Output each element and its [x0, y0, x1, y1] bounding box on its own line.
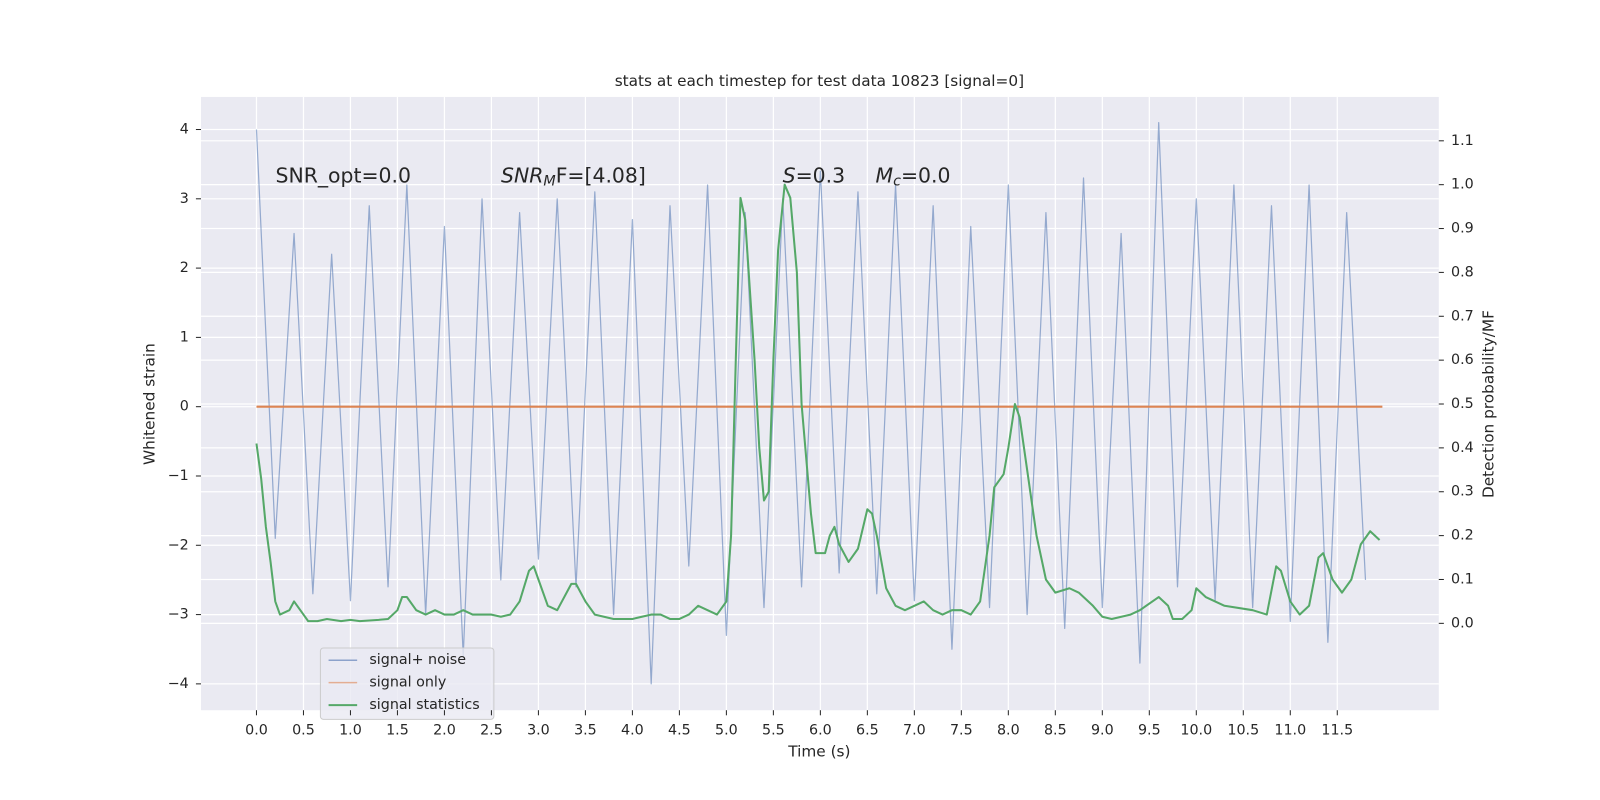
x-tick-label: 3.5	[574, 723, 597, 739]
x-tick-label: 0.5	[292, 723, 315, 739]
annotation-after: =0.0	[901, 164, 951, 188]
x-tick-label: 1.0	[339, 723, 362, 739]
y2-tick-label: 0.8	[1451, 264, 1474, 280]
annotation-after: F=[4.08]	[556, 164, 646, 188]
y-tick-label: 2	[180, 260, 189, 276]
legend-box	[319, 647, 495, 720]
y2-tick-label: 0.2	[1451, 528, 1474, 544]
y2-tick-label: 0.4	[1451, 440, 1474, 456]
y-tick-label: 1	[180, 329, 189, 345]
annotation-after: =0.3	[796, 164, 846, 188]
annotations: SNR_opt=0.0 SNRMF=[4.08] S=0.3 Mc=0.0	[276, 164, 951, 190]
x-tick-label: 2.0	[433, 723, 456, 739]
legend-label: signal statistics	[369, 697, 479, 713]
x-tick-label: 4.0	[621, 723, 644, 739]
marks	[255, 121, 1383, 685]
x-tick-label: 6.0	[809, 723, 832, 739]
x-tick-label: 3.0	[527, 723, 550, 739]
x-tick-label: 8.0	[997, 723, 1020, 739]
series-line	[255, 121, 1367, 685]
x-tick-label: 5.5	[762, 723, 785, 739]
x-tick-label: 5.0	[715, 723, 738, 739]
annotation-sub: c	[893, 174, 901, 190]
y-tick-label: −1	[168, 468, 189, 484]
annotation-sub: M	[543, 174, 555, 190]
legend-label: signal only	[369, 675, 446, 691]
annotation-text: M	[876, 164, 894, 188]
annotation: S=0.3	[783, 164, 845, 188]
annotation-text: SNR_opt=0.0	[276, 164, 412, 189]
y2-tick-label: 0.9	[1451, 221, 1474, 237]
x-axis-label: Time (s)	[787, 743, 850, 761]
x-tick-label: 0.0	[245, 723, 268, 739]
y2-tick-label: 0.5	[1451, 396, 1474, 412]
y2-tick-label: 0.0	[1451, 615, 1474, 631]
series-line	[255, 183, 1381, 623]
y2-tick-label: 0.6	[1451, 352, 1474, 368]
annotation-text: SNR	[501, 164, 543, 188]
x-tick-label: 8.5	[1044, 723, 1067, 739]
y-tick-label: −2	[168, 537, 189, 553]
x-tick-label: 11.0	[1274, 723, 1306, 739]
annotation-text: S	[783, 164, 796, 188]
annotation: Mc=0.0	[876, 164, 951, 190]
annotation: SNRMF=[4.08]	[501, 164, 646, 190]
annotation: SNR_opt=0.0	[276, 164, 412, 189]
y-tick-label: 3	[180, 191, 189, 207]
y-axis-label: Whitened strain	[141, 343, 159, 465]
y2-tick-label: 0.1	[1451, 571, 1474, 587]
x-tick-label: 9.0	[1091, 723, 1114, 739]
y2-tick-label: 0.7	[1451, 308, 1474, 324]
x-tick-label: 1.5	[386, 723, 409, 739]
x-tick-label: 6.5	[856, 723, 879, 739]
legend: signal+ noise signal only signal statistic…	[319, 647, 495, 720]
x-tick-label: 11.5	[1321, 723, 1353, 739]
y2-axis-label: Detection probability/MF	[1479, 310, 1497, 498]
x-tick-label: 7.0	[903, 723, 926, 739]
x-tick-label: 4.5	[668, 723, 691, 739]
x-tick-label: 7.5	[950, 723, 973, 739]
x-tick-label: 9.5	[1138, 723, 1161, 739]
y-tick-label: −4	[168, 676, 189, 692]
y-tick-label: −3	[168, 607, 189, 623]
x-tick-label: 10.5	[1227, 723, 1259, 739]
chart-title: stats at each timestep for test data 108…	[615, 72, 1024, 90]
y-tick-label: 4	[180, 122, 189, 138]
y2-tick-label: 0.3	[1451, 484, 1474, 500]
y2-tick-label: 1.0	[1451, 177, 1474, 193]
grid	[201, 96, 1439, 711]
y-tick-label: 0	[180, 399, 189, 415]
x-tick-label: 2.5	[480, 723, 503, 739]
x-tick-label: 10.0	[1180, 723, 1212, 739]
y2-tick-label: 1.1	[1451, 133, 1474, 149]
legend-label: signal+ noise	[369, 652, 466, 668]
